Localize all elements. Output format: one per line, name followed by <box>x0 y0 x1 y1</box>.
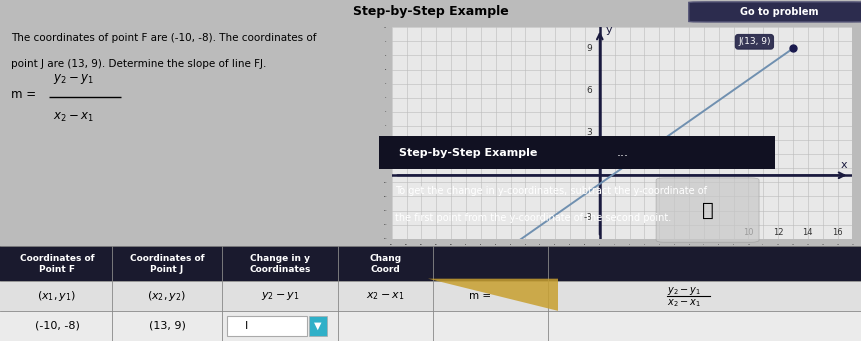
Text: I: I <box>245 321 249 331</box>
Text: $(x_2, y_2)$: $(x_2, y_2)$ <box>147 289 187 303</box>
Polygon shape <box>428 279 558 311</box>
Bar <box>309 316 327 336</box>
Text: Go to problem: Go to problem <box>740 7 819 17</box>
Text: (-10, -8): (-10, -8) <box>34 321 79 331</box>
Text: m =: m = <box>11 88 36 101</box>
Text: 6: 6 <box>586 86 592 95</box>
Text: 12: 12 <box>773 227 784 237</box>
Text: point J are (13, 9). Determine the slope of line FJ.: point J are (13, 9). Determine the slope… <box>11 59 267 69</box>
Text: $x_2 - x_1$: $x_2 - x_1$ <box>366 290 405 302</box>
Text: Step-by-Step Example: Step-by-Step Example <box>353 5 508 18</box>
Text: 3: 3 <box>586 129 592 137</box>
Text: $x_2-x_1$: $x_2-x_1$ <box>667 297 702 309</box>
Text: ▼: ▼ <box>314 321 322 331</box>
Text: Step-by-Step Example: Step-by-Step Example <box>399 148 537 158</box>
Bar <box>0 311 861 341</box>
Text: $y_2-y_1$: $y_2-y_1$ <box>667 285 702 297</box>
Text: 🤖: 🤖 <box>702 201 714 220</box>
Text: -3: -3 <box>584 213 592 222</box>
Text: The coordinates of point F are (-10, -8). The coordinates of: The coordinates of point F are (-10, -8)… <box>11 33 317 43</box>
Text: the first point from the y-coordinate of the second point.: the first point from the y-coordinate of… <box>394 213 671 223</box>
Text: x: x <box>840 160 847 170</box>
Text: (13, 9): (13, 9) <box>149 321 185 331</box>
Text: Change in y
Coordinates: Change in y Coordinates <box>250 254 311 274</box>
Text: $y_2 - y_1$: $y_2 - y_1$ <box>261 290 300 302</box>
Text: m =: m = <box>469 291 492 301</box>
Text: $y_2-y_1$: $y_2-y_1$ <box>53 72 94 86</box>
Text: y: y <box>606 25 612 35</box>
Text: ...: ... <box>616 146 629 159</box>
Text: 16: 16 <box>833 227 843 237</box>
Text: Coordinates of
Point F: Coordinates of Point F <box>20 254 95 274</box>
Text: 14: 14 <box>802 227 813 237</box>
Text: J(13, 9): J(13, 9) <box>738 37 771 46</box>
Text: $x_2-x_1$: $x_2-x_1$ <box>53 110 94 123</box>
Bar <box>0 281 861 311</box>
Text: Coordinates of
Point J: Coordinates of Point J <box>130 254 204 274</box>
FancyBboxPatch shape <box>656 178 759 242</box>
Text: To get the change in y-coordinates, subtract the y-coordinate of: To get the change in y-coordinates, subt… <box>394 186 707 195</box>
Text: 10: 10 <box>743 227 753 237</box>
Text: $(x_1, y_1)$: $(x_1, y_1)$ <box>37 289 77 303</box>
Bar <box>0 246 861 281</box>
Text: Chang
Coord: Chang Coord <box>369 254 401 274</box>
FancyBboxPatch shape <box>689 2 861 22</box>
Text: 9: 9 <box>586 44 592 53</box>
FancyBboxPatch shape <box>379 136 775 169</box>
Bar <box>227 316 307 336</box>
